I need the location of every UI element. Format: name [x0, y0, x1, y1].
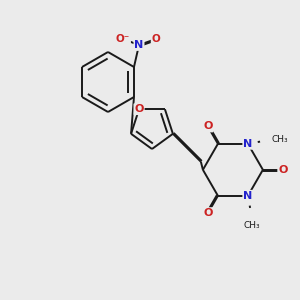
Text: O: O	[203, 208, 213, 218]
Text: O: O	[152, 34, 160, 44]
Text: O⁻: O⁻	[116, 34, 130, 44]
Text: O: O	[203, 122, 213, 131]
Text: N: N	[134, 40, 144, 50]
Text: O: O	[278, 165, 288, 175]
Text: CH₃: CH₃	[244, 221, 260, 230]
Text: N: N	[243, 191, 253, 201]
Text: N: N	[243, 139, 253, 149]
Text: CH₃: CH₃	[272, 135, 289, 144]
Text: O: O	[134, 104, 144, 114]
